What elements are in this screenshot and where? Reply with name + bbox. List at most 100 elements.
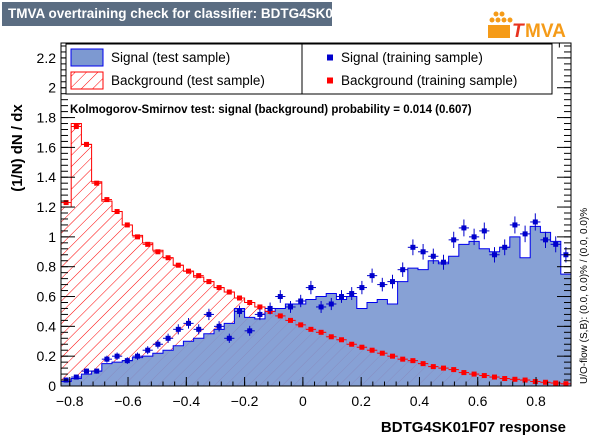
window-title: TMVA overtraining check for classifier: … [2,2,364,26]
background-training-point [173,262,184,268]
signal-training-point [418,244,429,260]
signal-training-point [367,268,378,283]
signal-training-point [112,352,123,360]
background-training-point [530,379,541,385]
signal-training-point [81,368,92,374]
signal-training-point [428,248,439,264]
x-tick-label: 0.2 [351,393,371,409]
signal-training-point [295,294,306,308]
signal-training-point [540,231,551,248]
background-training-point [407,358,418,364]
signal-training-point [234,305,245,318]
y-tick-label: 1.4 [37,169,57,185]
background-training-point [193,273,204,279]
background-training-point [458,370,469,376]
signal-training-point [91,368,102,374]
signal-training-point [173,324,184,335]
background-training-point [152,249,163,255]
background-training-point [367,347,378,353]
signal-training-point [101,355,112,363]
signal-training-point [499,239,510,256]
signal-training-point [224,333,235,343]
background-training-point [489,374,500,380]
background-training-point [377,350,388,356]
background-training-point [81,141,92,147]
signal-training-point [71,374,82,380]
x-axis-label: BDTG4SK01F07 response [381,419,566,436]
background-training-point [91,180,102,186]
overflow-label: U/O-flow (S,B): (0.0, 0.0)% / (0.0, 0.0)… [579,208,590,384]
legend-signal-test-label: Signal (test sample) [111,50,230,65]
y-tick-label: 2 [48,80,56,96]
signal-training-point [469,228,480,246]
background-training-point [326,334,337,340]
legend-signal-train-marker [327,54,333,61]
x-tick-label: 0.4 [410,393,430,409]
background-training-point [336,337,347,343]
logo-block [488,25,510,38]
background-training-point [509,376,520,382]
background-training-point [132,234,143,240]
signal-training-point [377,277,388,292]
background-training-point [285,317,296,323]
background-training-point [305,326,316,332]
background-training-point [387,353,398,359]
signal-training-point [203,308,214,321]
background-training-point [122,222,133,228]
signal-training-point [122,357,133,365]
background-training-point [540,379,551,385]
signal-training-point [305,280,316,295]
background-training-point [163,255,174,261]
y-axis-label: (1/N) dN / dx [9,104,26,192]
signal-training-point [265,302,276,315]
background-training-point [142,241,153,247]
y-tick-label: 1.2 [37,199,57,215]
signal-training-point [550,236,561,253]
signal-training-point [244,325,255,336]
background-training-point [316,329,327,335]
legend-box-right [301,43,553,95]
x-tick-label: −0.6 [114,393,142,409]
y-tick-label: 2.2 [37,50,57,66]
background-training-point [244,299,255,305]
x-tick-label: 0 [299,393,307,409]
signal-training-point [458,219,469,237]
background-training-point [397,356,408,362]
x-tick-label: 0.6 [468,393,488,409]
background-training-point [203,279,214,285]
signal-training-point [489,247,500,263]
signal-training-point [193,324,204,335]
legend-background-train-label: Background (training sample) [341,73,517,88]
x-tick-label: −0.4 [172,393,200,409]
signal-training-point [152,339,163,349]
background-training-point [479,373,490,379]
y-tick-label: 1 [48,229,56,245]
signal-training-point [407,239,418,256]
signal-training-point [356,280,367,295]
y-tick-label: 0.8 [37,259,57,275]
background-training-point [224,289,235,295]
signal-training-point [142,346,153,355]
signal-training-point [509,216,520,234]
legend-signal-test-swatch [70,48,104,67]
background-training-point [428,364,439,370]
background-training-point [183,268,194,274]
legend-signal-train-label: Signal (training sample) [341,50,483,65]
signal-training-point [336,290,347,303]
logo-letter: T [512,21,525,40]
signal-training-point [183,318,194,329]
x-tick-label: −0.2 [231,393,259,409]
y-tick-label: 0.6 [37,289,57,305]
background-training-point [101,197,112,203]
background-training-point [499,376,510,382]
signal-training-point [346,287,357,300]
y-tick-label: 1.6 [37,139,57,155]
background-training-point [356,344,367,350]
signal-training-point [387,274,398,289]
background-training-point [295,322,306,328]
signal-training-point [479,222,490,240]
background-training-point [214,285,225,291]
y-tick-label: 0 [48,378,56,394]
background-training-point [112,209,123,215]
